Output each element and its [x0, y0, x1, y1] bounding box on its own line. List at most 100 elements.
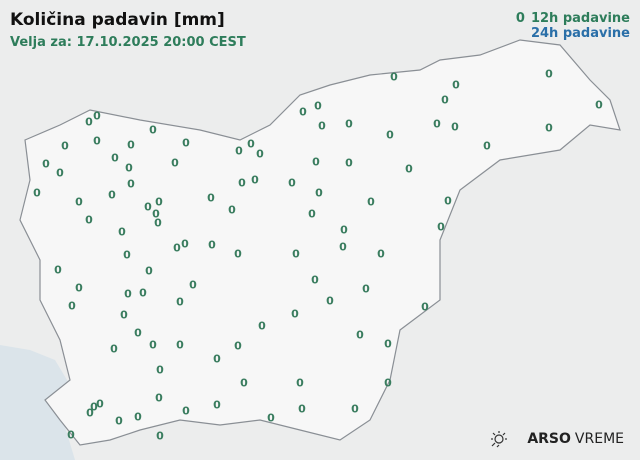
station-value: 0 [125, 161, 133, 175]
station-value: 0 [545, 67, 553, 81]
station-value: 0 [240, 376, 248, 390]
station-value: 0 [251, 173, 259, 187]
station-value: 0 [315, 186, 323, 200]
station-value: 0 [85, 115, 93, 129]
station-value: 0 [483, 139, 491, 153]
station-value: 0 [267, 411, 275, 425]
station-value: 0 [134, 410, 142, 424]
station-value: 0 [155, 195, 163, 209]
station-value: 0 [85, 213, 93, 227]
station-value: 0 [145, 264, 153, 278]
station-value: 0 [444, 194, 452, 208]
station-value: 0 [234, 339, 242, 353]
station-value: 0 [340, 223, 348, 237]
station-value: 0 [176, 338, 184, 352]
station-value: 0 [314, 99, 322, 113]
station-value: 0 [42, 157, 50, 171]
station-value: 0 [258, 319, 266, 333]
station-value: 0 [207, 191, 215, 205]
station-value: 0 [86, 406, 94, 420]
station-value: 0 [120, 308, 128, 322]
station-value: 0 [390, 70, 398, 84]
station-value: 0 [362, 282, 370, 296]
legend: 0 12h padavine 24h padavine [516, 11, 630, 41]
logo-product: VREME [574, 431, 624, 447]
logo-brand: ARSO [527, 431, 571, 447]
station-value: 0 [208, 238, 216, 252]
station-value: 0 [156, 429, 164, 443]
station-value: 0 [451, 120, 459, 134]
station-value: 0 [345, 117, 353, 131]
sun-cloud-icon [491, 431, 508, 448]
station-value: 0 [189, 278, 197, 292]
station-value: 0 [299, 105, 307, 119]
station-value: 0 [61, 139, 69, 153]
station-value: 0 [149, 338, 157, 352]
station-value: 0 [213, 398, 221, 412]
station-value: 0 [108, 188, 116, 202]
station-value: 0 [318, 119, 326, 133]
station-value: 0 [127, 138, 135, 152]
station-value: 0 [339, 240, 347, 254]
station-value: 0 [144, 200, 152, 214]
station-value: 0 [433, 117, 441, 131]
station-value: 0 [384, 376, 392, 390]
station-value: 0 [110, 342, 118, 356]
station-value: 0 [452, 78, 460, 92]
map-title: Količina padavin [mm] [10, 10, 225, 30]
station-value: 0 [213, 352, 221, 366]
station-value: 0 [377, 247, 385, 261]
station-value: 0 [441, 93, 449, 107]
station-value: 0 [298, 402, 306, 416]
station-value: 0 [176, 295, 184, 309]
station-value: 0 [54, 263, 62, 277]
station-value: 0 [134, 326, 142, 340]
station-value: 0 [238, 176, 246, 190]
station-value: 0 [67, 428, 75, 442]
station-value: 0 [311, 273, 319, 287]
station-value: 0 [93, 109, 101, 123]
station-value: 0 [118, 225, 126, 239]
station-value: 0 [181, 237, 189, 251]
station-value: 0 [288, 176, 296, 190]
legend-sample-value: 0 [515, 11, 525, 26]
station-value: 0 [351, 402, 359, 416]
station-value: 0 [312, 155, 320, 169]
station-value: 0 [345, 156, 353, 170]
station-value: 0 [367, 195, 375, 209]
station-value: 0 [296, 376, 304, 390]
station-value: 0 [115, 414, 123, 428]
station-value: 0 [156, 363, 164, 377]
station-value: 0 [421, 300, 429, 314]
station-value: 0 [228, 203, 236, 217]
station-value: 0 [56, 166, 64, 180]
station-value: 0 [356, 328, 364, 342]
slovenia-outline [19, 39, 621, 446]
station-value: 0 [235, 144, 243, 158]
station-value: 0 [96, 397, 104, 411]
station-value: 0 [595, 98, 603, 112]
station-value: 0 [155, 391, 163, 405]
legend-24h: 24h padavine [530, 26, 630, 41]
station-value: 0 [93, 134, 101, 148]
station-value: 0 [308, 207, 316, 221]
station-value: 0 [33, 186, 41, 200]
station-value: 0 [111, 151, 119, 165]
station-value: 0 [90, 400, 98, 414]
station-value: 0 [182, 404, 190, 418]
station-value: 0 [149, 123, 157, 137]
station-value: 0 [75, 281, 83, 295]
station-value: 0 [405, 162, 413, 176]
station-value: 0 [152, 207, 160, 221]
legend-12h: 0 12h padavine [516, 11, 630, 26]
station-value: 0 [291, 307, 299, 321]
station-value: 0 [386, 128, 394, 142]
station-value: 0 [171, 156, 179, 170]
station-value: 0 [384, 337, 392, 351]
station-value: 0 [234, 247, 242, 261]
station-value: 0 [124, 287, 132, 301]
arso-logo: ARSO VREME [489, 430, 624, 448]
station-value: 0 [68, 299, 76, 313]
